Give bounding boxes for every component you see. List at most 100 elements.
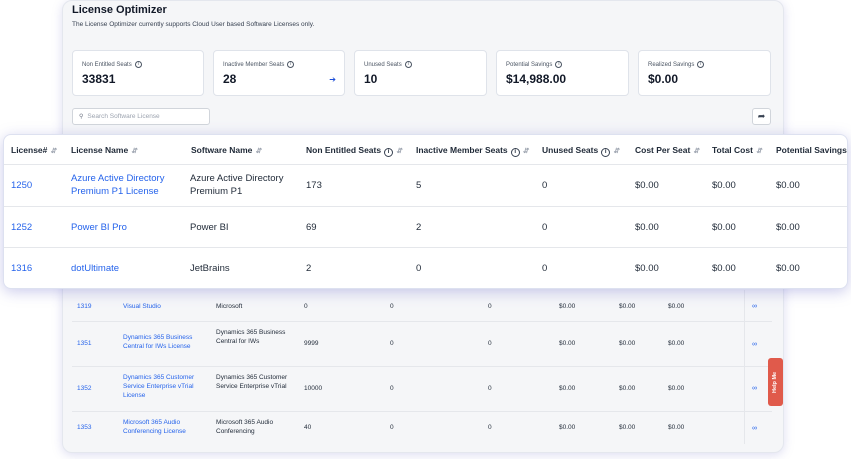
column-header-total-cost[interactable]: Total Cost ⇵	[712, 145, 762, 155]
table-row[interactable]: 1252 Power BI Pro Power BI 69 2 0 $0.00 …	[4, 207, 847, 248]
info-icon[interactable]: i	[134, 61, 142, 68]
total-cost: $0.00	[619, 303, 636, 310]
inactive-member-seats: 0	[390, 303, 394, 310]
arrow-right-icon[interactable]: ➔	[329, 75, 336, 84]
stat-value: $0.00	[648, 72, 679, 86]
sort-icon[interactable]: ⇵	[693, 148, 700, 155]
potential-savings: $0.00	[668, 340, 685, 347]
license-name-link[interactable]: Visual Studio	[123, 303, 161, 310]
license-name-link[interactable]: Power BI Pro	[71, 222, 127, 233]
search-input[interactable]: ⚲ Search Software License	[72, 108, 210, 125]
column-header-potential-savings[interactable]: Potential Savings	[776, 145, 847, 155]
software-name: Microsoft 365 Audio Conferencing	[216, 419, 274, 435]
column-header-license-name[interactable]: License Name ⇵	[71, 145, 138, 155]
info-icon[interactable]: i	[287, 61, 295, 68]
license-id-link[interactable]: 1250	[11, 180, 33, 191]
total-cost: $0.00	[712, 222, 736, 233]
unused-seats: 0	[542, 263, 548, 274]
cost-per-seat: $0.00	[559, 303, 576, 310]
table-row[interactable]: 1316 dotUltimate JetBrains 2 0 0 $0.00 $…	[4, 248, 847, 288]
actions-column	[744, 290, 772, 444]
potential-savings: $0.00	[668, 303, 685, 310]
license-id-link[interactable]: 1353	[77, 424, 92, 431]
stat-card-inactive-members[interactable]: Inactive Member Seats i 28 ➔	[213, 50, 345, 96]
license-id-link[interactable]: 1316	[11, 263, 33, 274]
info-icon[interactable]: i	[384, 148, 394, 157]
cost-per-seat: $0.00	[635, 180, 659, 191]
total-cost: $0.00	[619, 424, 636, 431]
column-header-non-entitled-seats[interactable]: Non Entitled Seats i ⇵	[306, 145, 402, 157]
license-name-link[interactable]: Azure Active Directory Premium P1 Licens…	[71, 173, 165, 197]
non-entitled-seats: 173	[306, 180, 322, 191]
info-icon[interactable]: i	[404, 61, 412, 68]
stat-value: $14,988.00	[506, 72, 567, 86]
sort-icon[interactable]: ⇵	[131, 148, 138, 155]
sort-icon[interactable]: ⇵	[522, 148, 529, 155]
cost-per-seat: $0.00	[635, 222, 659, 233]
link-icon[interactable]: ∞	[752, 303, 757, 310]
total-cost: $0.00	[712, 180, 736, 191]
table-row[interactable]: 1352 Dynamics 365 Customer Service Enter…	[72, 367, 772, 412]
stat-card-unused: Unused Seats i 10	[354, 50, 487, 96]
license-id-link[interactable]: 1319	[77, 303, 92, 310]
search-placeholder: Search Software License	[87, 113, 160, 120]
table-row[interactable]: 1351 Dynamics 365 Business Central for I…	[72, 322, 772, 367]
sort-icon[interactable]: ⇵	[50, 148, 57, 155]
inactive-member-seats: 2	[416, 222, 422, 233]
share-button[interactable]: ➦	[752, 108, 771, 125]
table-row[interactable]: 1353 Microsoft 365 Audio Conferencing Li…	[72, 412, 772, 444]
info-icon[interactable]: i	[601, 148, 611, 157]
cost-per-seat: $0.00	[559, 340, 576, 347]
link-icon[interactable]: ∞	[752, 425, 757, 432]
help-me-button[interactable]: Help Me	[768, 358, 783, 406]
page-title: License Optimizer	[72, 4, 167, 16]
software-name: Dynamics 365 Customer Service Enterprise…	[216, 374, 288, 390]
unused-seats: 0	[542, 222, 548, 233]
column-header-cost-per-seat[interactable]: Cost Per Seat ⇵	[635, 145, 700, 155]
cost-per-seat: $0.00	[559, 424, 576, 431]
license-name-link[interactable]: dotUltimate	[71, 263, 120, 274]
stat-label: Non Entitled Seats	[82, 61, 132, 68]
column-header-inactive-member-seats[interactable]: Inactive Member Seats i ⇵	[416, 145, 529, 157]
stat-card-realized-savings: Realized Savings i $0.00	[638, 50, 771, 96]
share-arrow-icon: ➦	[757, 111, 766, 121]
column-header-license-number[interactable]: License# ⇵	[11, 145, 57, 155]
software-name: Power BI	[190, 222, 229, 233]
inactive-member-seats: 0	[390, 340, 394, 347]
license-id-link[interactable]: 1252	[11, 222, 33, 233]
potential-savings: $0.00	[776, 263, 800, 274]
page-subtitle: The License Optimizer currently supports…	[72, 21, 315, 28]
license-name-link[interactable]: Dynamics 365 Business Central for IWs Li…	[123, 334, 193, 350]
license-id-link[interactable]: 1352	[77, 385, 92, 392]
license-name-link[interactable]: Dynamics 365 Customer Service Enterprise…	[123, 374, 195, 399]
non-entitled-seats: 0	[304, 303, 308, 310]
license-id-link[interactable]: 1351	[77, 340, 92, 347]
cost-per-seat: $0.00	[559, 385, 576, 392]
stat-card-potential-savings: Potential Savings i $14,988.00	[496, 50, 629, 96]
sort-icon[interactable]: ⇵	[755, 148, 762, 155]
inactive-member-seats: 5	[416, 180, 422, 191]
total-cost: $0.00	[619, 385, 636, 392]
inactive-member-seats: 0	[390, 424, 394, 431]
sort-icon[interactable]: ⇵	[396, 148, 402, 155]
link-icon[interactable]: ∞	[752, 341, 757, 348]
info-icon[interactable]: i	[510, 148, 520, 157]
help-me-label: Help Me	[772, 371, 778, 393]
table-row[interactable]: 1319 Visual Studio Microsoft 0 0 0 $0.00…	[72, 290, 772, 322]
info-icon[interactable]: i	[555, 61, 563, 68]
table-row[interactable]: 1250 Azure Active Directory Premium P1 L…	[4, 165, 847, 207]
sort-icon[interactable]: ⇵	[613, 148, 620, 155]
link-icon[interactable]: ∞	[752, 385, 757, 392]
license-table-card: License# ⇵ License Name ⇵ Software Name ⇵ N…	[3, 134, 848, 289]
non-entitled-seats: 40	[304, 424, 312, 431]
inactive-member-seats: 0	[416, 263, 422, 274]
column-header-software-name[interactable]: Software Name ⇵	[191, 145, 262, 155]
potential-savings: $0.00	[668, 424, 685, 431]
unused-seats: 0	[488, 424, 492, 431]
info-icon[interactable]: i	[697, 61, 705, 68]
sort-icon[interactable]: ⇵	[255, 148, 262, 155]
inactive-member-seats: 0	[390, 385, 394, 392]
column-header-unused-seats[interactable]: Unused Seats i ⇵	[542, 145, 620, 157]
license-name-link[interactable]: Microsoft 365 Audio Conferencing License	[123, 419, 186, 435]
unused-seats: 0	[542, 180, 548, 191]
